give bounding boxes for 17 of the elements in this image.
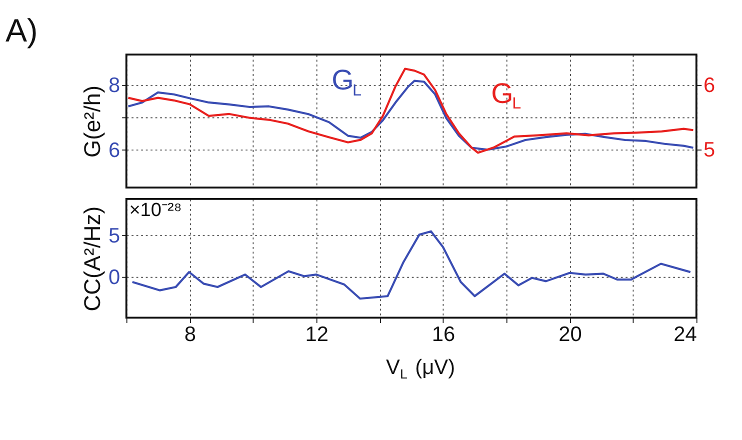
y-tick-label: 8 — [108, 74, 120, 98]
y2-tick-label: 6 — [704, 74, 716, 98]
x-tick-label: 24 — [674, 323, 697, 346]
x-tick-label: 16 — [432, 323, 456, 346]
y-tick-label: 6 — [108, 138, 120, 162]
y-axis-title: G(e²/h) — [79, 85, 106, 158]
chart-title: A) — [5, 12, 38, 48]
line-series — [127, 68, 694, 154]
y-tick-label: 0 — [108, 266, 120, 290]
y-axis-title: CC(A²/Hz) — [79, 206, 106, 312]
y-tick-label: 5 — [108, 224, 120, 248]
x-tick-label: 12 — [305, 323, 328, 346]
x-tick-label: 8 — [184, 323, 196, 346]
y2-tick-label: 5 — [704, 138, 716, 162]
line-series — [131, 230, 692, 300]
annotation: ×10⁻²⁸ — [129, 200, 182, 222]
x-tick-label: 20 — [558, 323, 582, 346]
